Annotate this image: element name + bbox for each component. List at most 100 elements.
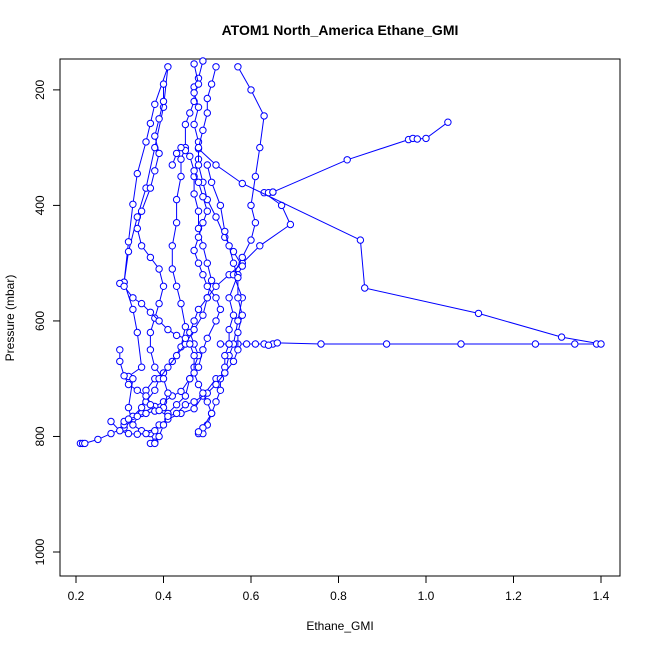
data-point [194,178,203,187]
data-point [194,428,203,436]
data-point [155,265,163,273]
y-tick-label: 600 [33,311,47,331]
data-point [361,284,369,292]
data-point [194,224,203,233]
data-point [212,317,220,325]
data-point [571,340,579,348]
data-point [137,242,146,250]
data-point [286,220,295,229]
data-point [177,143,185,152]
data-point [229,357,238,366]
data-point [273,339,281,347]
data-point [133,328,142,337]
data-point [212,398,220,406]
x-tick-label: 0.4 [155,589,172,603]
data-point [597,340,605,348]
data-point [177,172,185,181]
x-tick-label: 1.0 [418,589,435,603]
data-point [203,161,212,169]
data-point [247,236,255,244]
data-point [181,323,190,331]
data-point [269,188,277,196]
data-point [229,311,238,319]
data-point [256,242,264,250]
data-point [164,389,172,397]
data-point [225,242,233,250]
data-point [146,308,155,316]
series-10 [120,80,172,429]
data-point [207,276,216,285]
data-point [199,242,207,250]
data-point [155,115,163,123]
data-point [203,259,212,267]
data-point [137,207,146,215]
data-point [234,346,242,354]
data-point [382,340,391,348]
x-axis: 0.2 0.4 0.6 0.8 1.0 1.2 1.4 [68,575,610,603]
data-point [190,325,198,334]
data-point [251,340,260,348]
data-point [190,120,198,129]
data-point [129,294,137,302]
data-point [133,430,142,438]
series-2 [269,118,452,196]
data-point [151,363,159,371]
data-point [181,392,190,400]
data-point [238,262,247,270]
data-point [186,109,194,117]
data-point [133,386,142,394]
data-point [190,351,198,360]
data-point [317,340,325,348]
data-point [168,265,177,273]
data-point [194,259,203,267]
data-point [129,200,137,209]
data-point [159,421,168,429]
data-point [225,294,233,302]
data-point [124,247,133,256]
data-point [221,227,229,236]
data-point [229,259,238,267]
data-point [124,380,133,389]
data-point [164,325,172,334]
plot-area-border [59,58,621,577]
data-point [207,80,216,88]
data-point [146,401,155,409]
data-point [146,328,155,337]
data-point [194,103,203,111]
data-point [172,149,181,158]
data-point [212,294,220,302]
data-point [124,429,133,438]
data-point [194,305,203,314]
data-point [199,57,207,65]
data-point [457,340,465,348]
data-point [172,219,181,227]
data-point [124,403,133,412]
data-point [177,387,185,396]
data-point [164,63,172,71]
data-point [137,403,146,412]
data-point [212,380,220,389]
data-point [203,94,212,103]
data-point [186,375,194,383]
data-point [177,155,185,163]
data-point [137,299,146,308]
data-point [194,161,203,169]
data-point [216,340,225,348]
data-point [94,435,102,444]
data-point [207,178,216,187]
data-point [129,305,137,314]
data-point [142,138,150,146]
data-point [221,369,229,377]
data-point [129,421,137,429]
data-point [172,409,181,418]
data-point [251,219,260,227]
data-point [194,80,203,88]
data-point [238,253,247,262]
data-point [203,207,212,215]
data-point [190,60,198,68]
data-point [264,341,273,349]
data-point [181,401,190,409]
data-point [133,169,142,178]
data-point [190,405,198,413]
data-point [203,294,212,302]
